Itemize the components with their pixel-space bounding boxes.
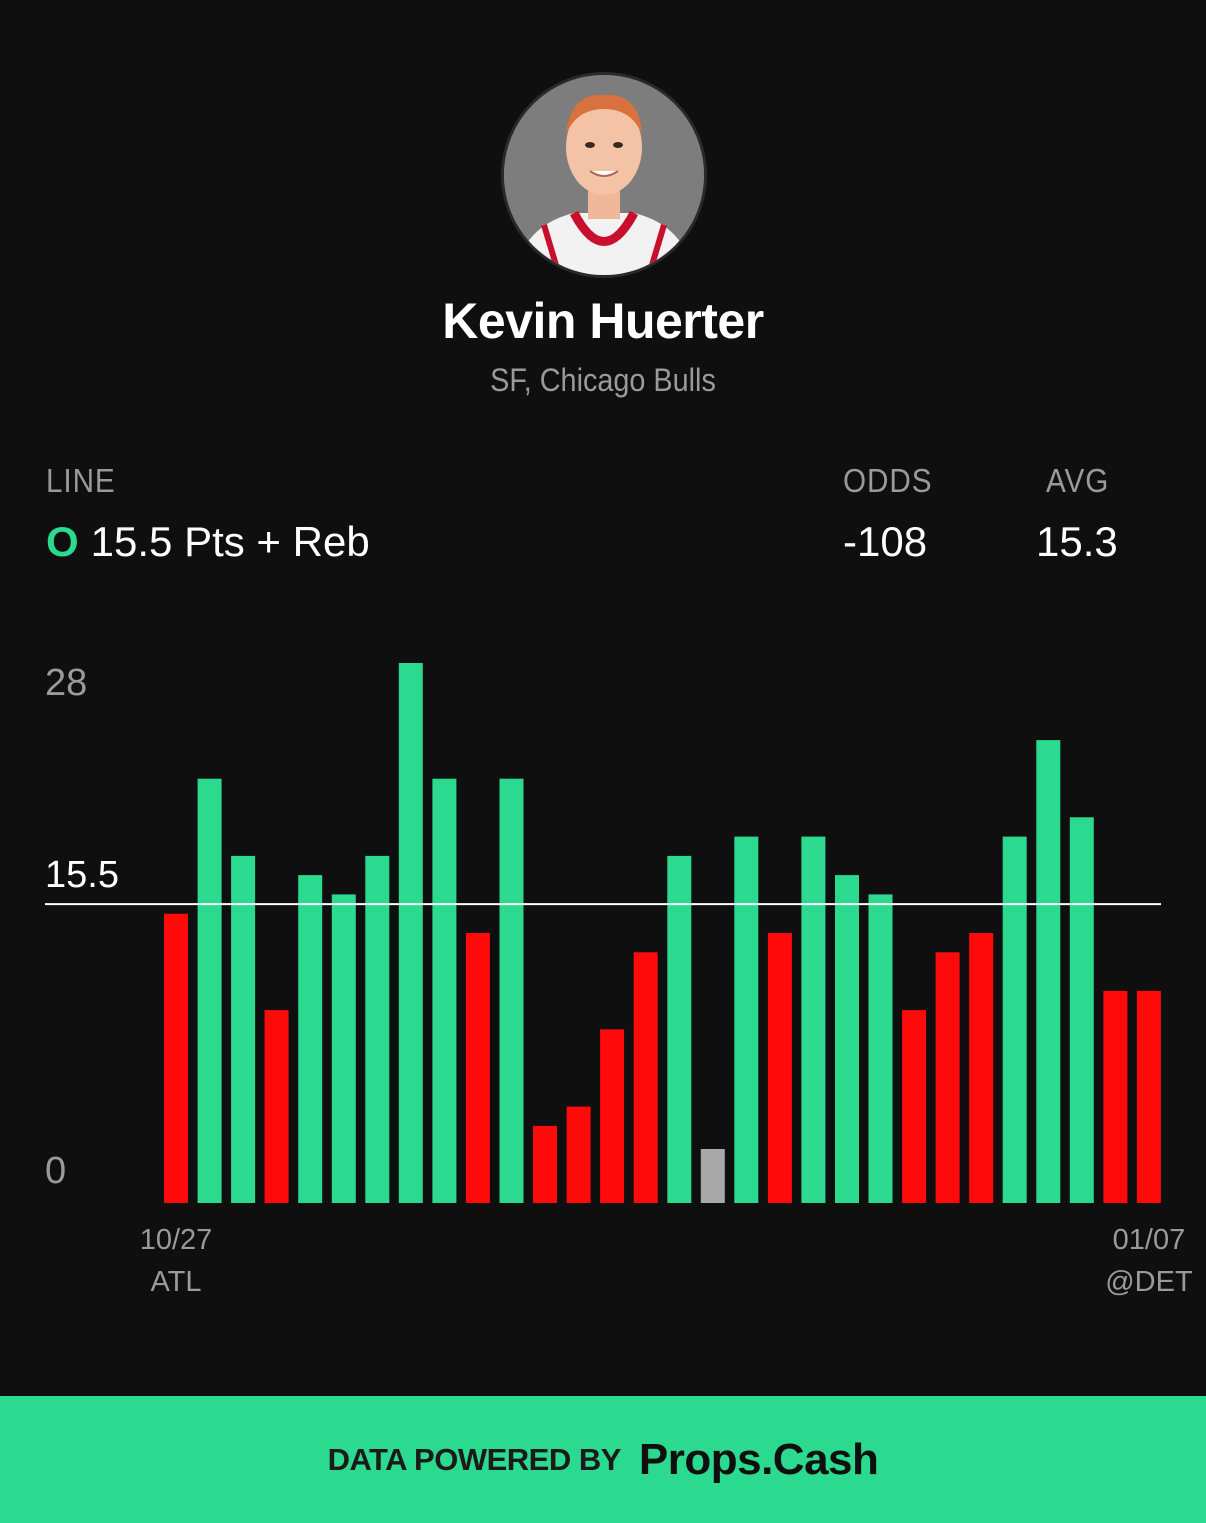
bar-game-19[interactable] (767, 933, 792, 1203)
bar-game-1[interactable] (164, 913, 188, 1203)
bar-game-14[interactable] (600, 1029, 625, 1203)
player-photo (504, 75, 704, 275)
bar-game-13[interactable] (566, 1106, 591, 1203)
player-name: Kevin Huerter (442, 293, 764, 349)
bar-game-11[interactable] (499, 778, 524, 1203)
bar-game-18[interactable] (734, 836, 759, 1203)
bar-game-27[interactable] (1036, 740, 1061, 1203)
bar-game-2[interactable] (197, 778, 222, 1203)
odds-label: ODDS (843, 462, 933, 499)
bar-game-4[interactable] (264, 1010, 289, 1203)
bar-game-9[interactable] (432, 778, 457, 1203)
bar-game-5[interactable] (298, 875, 323, 1203)
bar-game-29[interactable] (1103, 990, 1128, 1203)
avg-label: AVG (1046, 462, 1110, 499)
x-label-last-date: 01/07 (1113, 1224, 1186, 1256)
bar-game-17[interactable] (700, 1149, 725, 1203)
line-text: 15.5 Pts + Reb (90, 518, 370, 565)
footer-banner[interactable]: DATA POWERED BY Props.Cash (0, 1396, 1206, 1523)
bar-game-8[interactable] (398, 663, 423, 1203)
odds-value: -108 (843, 518, 928, 565)
bar-game-23[interactable] (902, 1010, 927, 1203)
player-team: SF, Chicago Bulls (490, 362, 716, 398)
bar-game-30[interactable] (1136, 990, 1161, 1203)
footer-brand-logo[interactable]: Props.Cash (638, 1434, 879, 1484)
y-tick-threshold: 15.5 (45, 854, 119, 896)
bar-game-15[interactable] (633, 952, 658, 1203)
bar-game-3[interactable] (231, 855, 256, 1203)
x-label-first-date: 10/27 (140, 1224, 213, 1256)
x-label-first-opponent: ATL (150, 1266, 201, 1298)
x-label-last-opponent: @DET (1105, 1266, 1193, 1298)
bar-game-21[interactable] (835, 875, 859, 1203)
bar-game-25[interactable] (969, 933, 994, 1203)
bar-game-24[interactable] (935, 952, 960, 1203)
bar-game-6[interactable] (331, 894, 356, 1203)
bar-game-22[interactable] (868, 894, 893, 1203)
game-log-bar-chart: 28 15.5 0 10/27 ATL 01/07 @DET (45, 662, 1193, 1298)
bar-game-16[interactable] (667, 855, 692, 1203)
bar-game-26[interactable] (1002, 836, 1027, 1203)
bar-game-10[interactable] (465, 933, 490, 1203)
bar-game-12[interactable] (533, 1125, 557, 1203)
player-avatar (501, 72, 707, 278)
line-value: O 15.5 Pts + Reb (46, 518, 370, 566)
line-label: LINE (46, 462, 116, 499)
footer-prefix: DATA POWERED BY (327, 1441, 622, 1477)
y-tick-zero: 0 (45, 1150, 66, 1192)
bar-game-28[interactable] (1069, 817, 1094, 1203)
bar-game-20[interactable] (801, 836, 826, 1203)
over-under-indicator: O (46, 518, 79, 565)
bar-game-7[interactable] (365, 855, 390, 1203)
y-tick-top: 28 (45, 662, 87, 704)
avg-value: 15.3 (1036, 518, 1118, 565)
bars-group (164, 663, 1161, 1203)
